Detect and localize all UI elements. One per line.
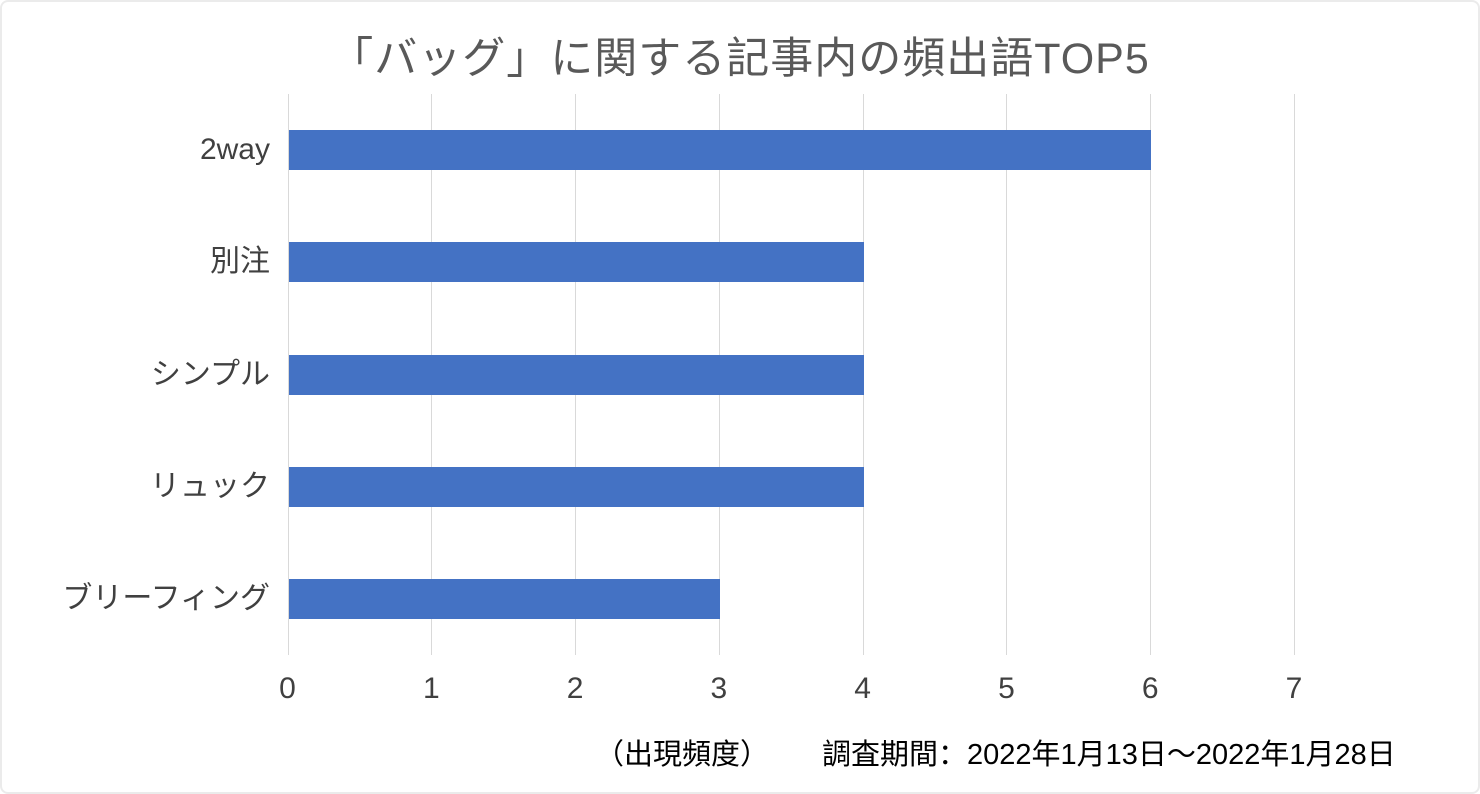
x-tick-label-6: 6 <box>1141 672 1159 705</box>
category-label-ブリーフィング: ブリーフィング <box>62 581 270 615</box>
bar-2way <box>288 130 1152 171</box>
bar-別注 <box>288 242 864 283</box>
x-axis-caption: （出現頻度） <box>595 739 770 771</box>
gridline-x-6 <box>1150 94 1152 655</box>
x-tick-label-4: 4 <box>854 672 871 705</box>
category-label-別注: 別注 <box>210 245 270 279</box>
x-tick-label-2: 2 <box>566 672 584 705</box>
x-tick-label-3: 3 <box>710 672 728 705</box>
bar-ブリーフィング <box>288 578 720 619</box>
survey-period-note: 調査期間：2022年1月13日～2022年1月28日 <box>822 739 1396 771</box>
x-tick-label-5: 5 <box>998 672 1015 705</box>
category-label-シンプル: シンプル <box>150 357 270 391</box>
bar-リュック <box>288 466 864 507</box>
category-label-2way: 2way <box>199 133 270 167</box>
x-tick-label-1: 1 <box>422 672 440 705</box>
category-label-リュック: リュック <box>150 469 270 503</box>
x-tick-label-7: 7 <box>1285 672 1303 705</box>
bar-シンプル <box>288 354 864 395</box>
chart-title: 「バッグ」に関する記事内の頻出語TOP5 <box>330 35 1150 83</box>
gridline-x-7 <box>1294 94 1295 655</box>
gridline-x-0 <box>287 94 289 655</box>
gridline-x-5 <box>1006 94 1008 655</box>
x-tick-label-0: 0 <box>279 672 296 705</box>
